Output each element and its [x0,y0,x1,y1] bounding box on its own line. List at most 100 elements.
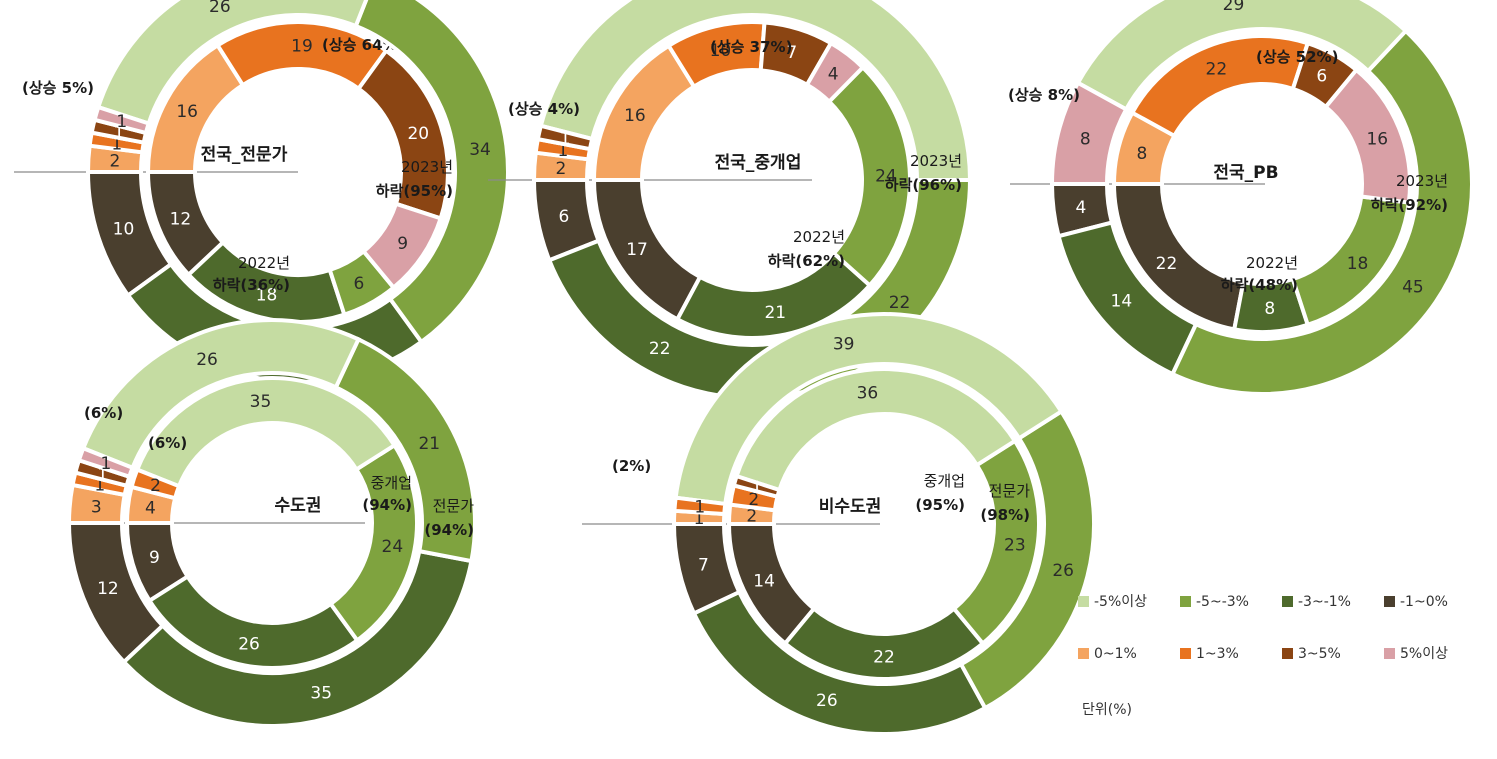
chart-title: 전국_PB [1213,163,1278,183]
value-label: 16 [176,102,198,122]
decline-share: (98%) [980,506,1030,524]
segment-0~1% [1111,109,1178,186]
legend-label: 5%이상 [1400,646,1448,662]
segment-3~5% [355,47,450,221]
value-label: 24 [382,537,404,557]
segment-5%이상 [76,445,136,480]
value-label: 6 [1316,66,1327,86]
rise-share: (상승 8%) [1008,86,1080,104]
legend-swatch [1384,596,1395,607]
value-label: 1 [694,498,705,518]
value-label: 36 [857,384,879,404]
segment-1~3% [672,495,728,517]
value-label: 35 [310,683,332,703]
value-label: 19 [291,37,313,57]
segment-0~1% [145,42,246,174]
legend-label: 1~3% [1196,646,1239,662]
value-label: 1 [116,112,127,132]
segment-3~5% [758,20,834,88]
value-label: 10 [113,220,135,240]
value-label: 10 [710,41,732,61]
value-label: 16 [1366,129,1388,149]
segment--5%이상 [734,367,1018,493]
value-label: 22 [873,648,895,668]
value-label: 1 [111,134,122,154]
legend-label: -3~-1% [1298,594,1351,610]
value-label: 21 [418,434,440,454]
decline-share: 하락(62%) [768,252,845,270]
rise-share: (상승 52%) [1256,48,1338,66]
rise-share: (2%) [612,457,651,475]
value-label: 23 [1004,536,1026,556]
chart-title: 수도권 [275,496,322,516]
legend-label: -5~-3% [1196,594,1249,610]
value-label: 8 [1136,144,1147,164]
value-label: 6 [558,207,569,227]
segment-1~3% [1129,34,1311,139]
legend-swatch [1180,648,1191,659]
value-label: 1 [751,478,762,498]
chart-title: 전국_중개업 [715,153,802,173]
value-label: 26 [238,634,260,654]
legend-swatch [1180,596,1191,607]
value-label: 17 [626,240,648,260]
value-label: 9 [149,548,160,568]
decline-share: 하락(92%) [1371,196,1448,214]
rise-share: (상승 4%) [508,100,580,118]
value-label: 26 [816,691,838,711]
decline-share: (94%) [362,496,412,514]
value-label: 7 [786,43,797,63]
value-label: 22 [1156,254,1178,274]
value-label: 2 [748,490,759,510]
segment-0~1% [66,482,127,525]
value-label: 26 [209,0,231,17]
series-label: 2023년 [1396,172,1448,190]
value-label: 22 [649,339,671,359]
value-label: 1 [560,129,571,149]
segment--5~-3% [353,0,510,345]
value-label: 45 [1402,278,1424,298]
series-label: 2023년 [910,152,962,170]
chart-title: 비수도권 [819,497,882,517]
rise-share: (6%) [84,404,123,422]
donut-chart-5: 비수도권14222336221중개업(95%)(5%)726263911전문가(… [582,312,1096,736]
series-label: 전문가 [433,497,475,515]
series-label: 중개업 [924,472,965,490]
legend-label: 0~1% [1094,646,1137,662]
value-label: 24 [875,167,897,187]
value-label: 9 [397,234,408,254]
value-label: 8 [1264,299,1275,319]
segment-0~1% [591,42,697,182]
value-label: 46 [765,0,787,1]
value-label: 35 [250,392,272,412]
value-label: 1 [94,475,105,495]
segment--5~-3% [1169,28,1474,396]
value-label: 6 [354,274,365,294]
series-label: 2022년 [1246,254,1298,272]
legend-label: 3~5% [1298,646,1341,662]
value-label: 3 [91,497,102,517]
value-label: 16 [624,106,646,126]
value-label: 1 [114,123,125,143]
value-label: 14 [753,571,775,591]
segment--5%이상 [538,0,973,182]
value-label: 20 [407,124,429,144]
decline-share: (94%) [424,521,474,539]
segment-5%이상 [1322,67,1412,205]
value-label: 34 [469,140,491,160]
legend-label: -5%이상 [1094,594,1147,610]
legend-swatch [1384,648,1395,659]
value-label: 12 [170,210,192,230]
segment-5%이상 [360,201,444,291]
decline-share: 하락(95%) [376,182,453,200]
segment-5%이상 [804,40,866,105]
value-label: 1 [694,509,705,529]
series-label: 2022년 [238,254,290,272]
value-label: 12 [97,579,119,599]
legend-swatch [1282,596,1293,607]
segment-3~5% [1290,40,1360,110]
segment-3~5% [731,473,782,500]
decline-share: 하락(36%) [213,276,290,294]
